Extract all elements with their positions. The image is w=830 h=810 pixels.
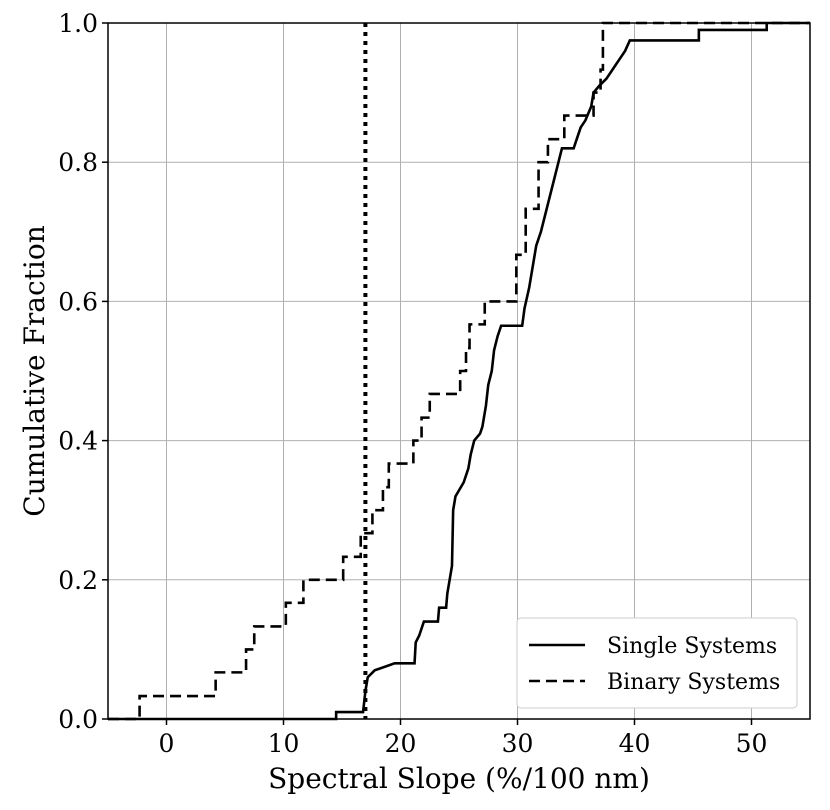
x-tick-label: 20 xyxy=(385,729,417,758)
y-tick-label: 0.8 xyxy=(58,148,98,177)
x-tick-label: 10 xyxy=(268,729,300,758)
y-tick-label: 0.0 xyxy=(58,705,98,734)
y-tick-label: 0.4 xyxy=(58,427,98,456)
x-tick-label: 40 xyxy=(619,729,651,758)
plot-area-frame xyxy=(107,22,811,720)
y-tick-label: 1.0 xyxy=(58,9,98,38)
y-tick-label: 0.6 xyxy=(58,287,98,316)
series-line-single xyxy=(108,21,810,721)
y-tick-label: 0.2 xyxy=(58,566,98,595)
x-axis-label: Spectral Slope (%/100 nm) xyxy=(268,762,650,795)
y-axis-label: Cumulative Fraction xyxy=(18,225,51,516)
x-tick-label: 30 xyxy=(502,729,534,758)
legend-label-binary: Binary Systems xyxy=(607,670,780,695)
tick-layer: 0 10 20 30 40 50 0.0 0.2 0.4 0.6 0.8 1.0 xyxy=(58,9,767,758)
x-tick-label: 0 xyxy=(159,729,175,758)
series-layer xyxy=(108,21,810,721)
series-line-binary xyxy=(108,21,810,721)
legend: Single Systems Binary Systems xyxy=(516,617,798,709)
x-tick-label: 50 xyxy=(736,729,768,758)
legend-box xyxy=(516,617,798,709)
legend-label-single: Single Systems xyxy=(607,634,777,659)
